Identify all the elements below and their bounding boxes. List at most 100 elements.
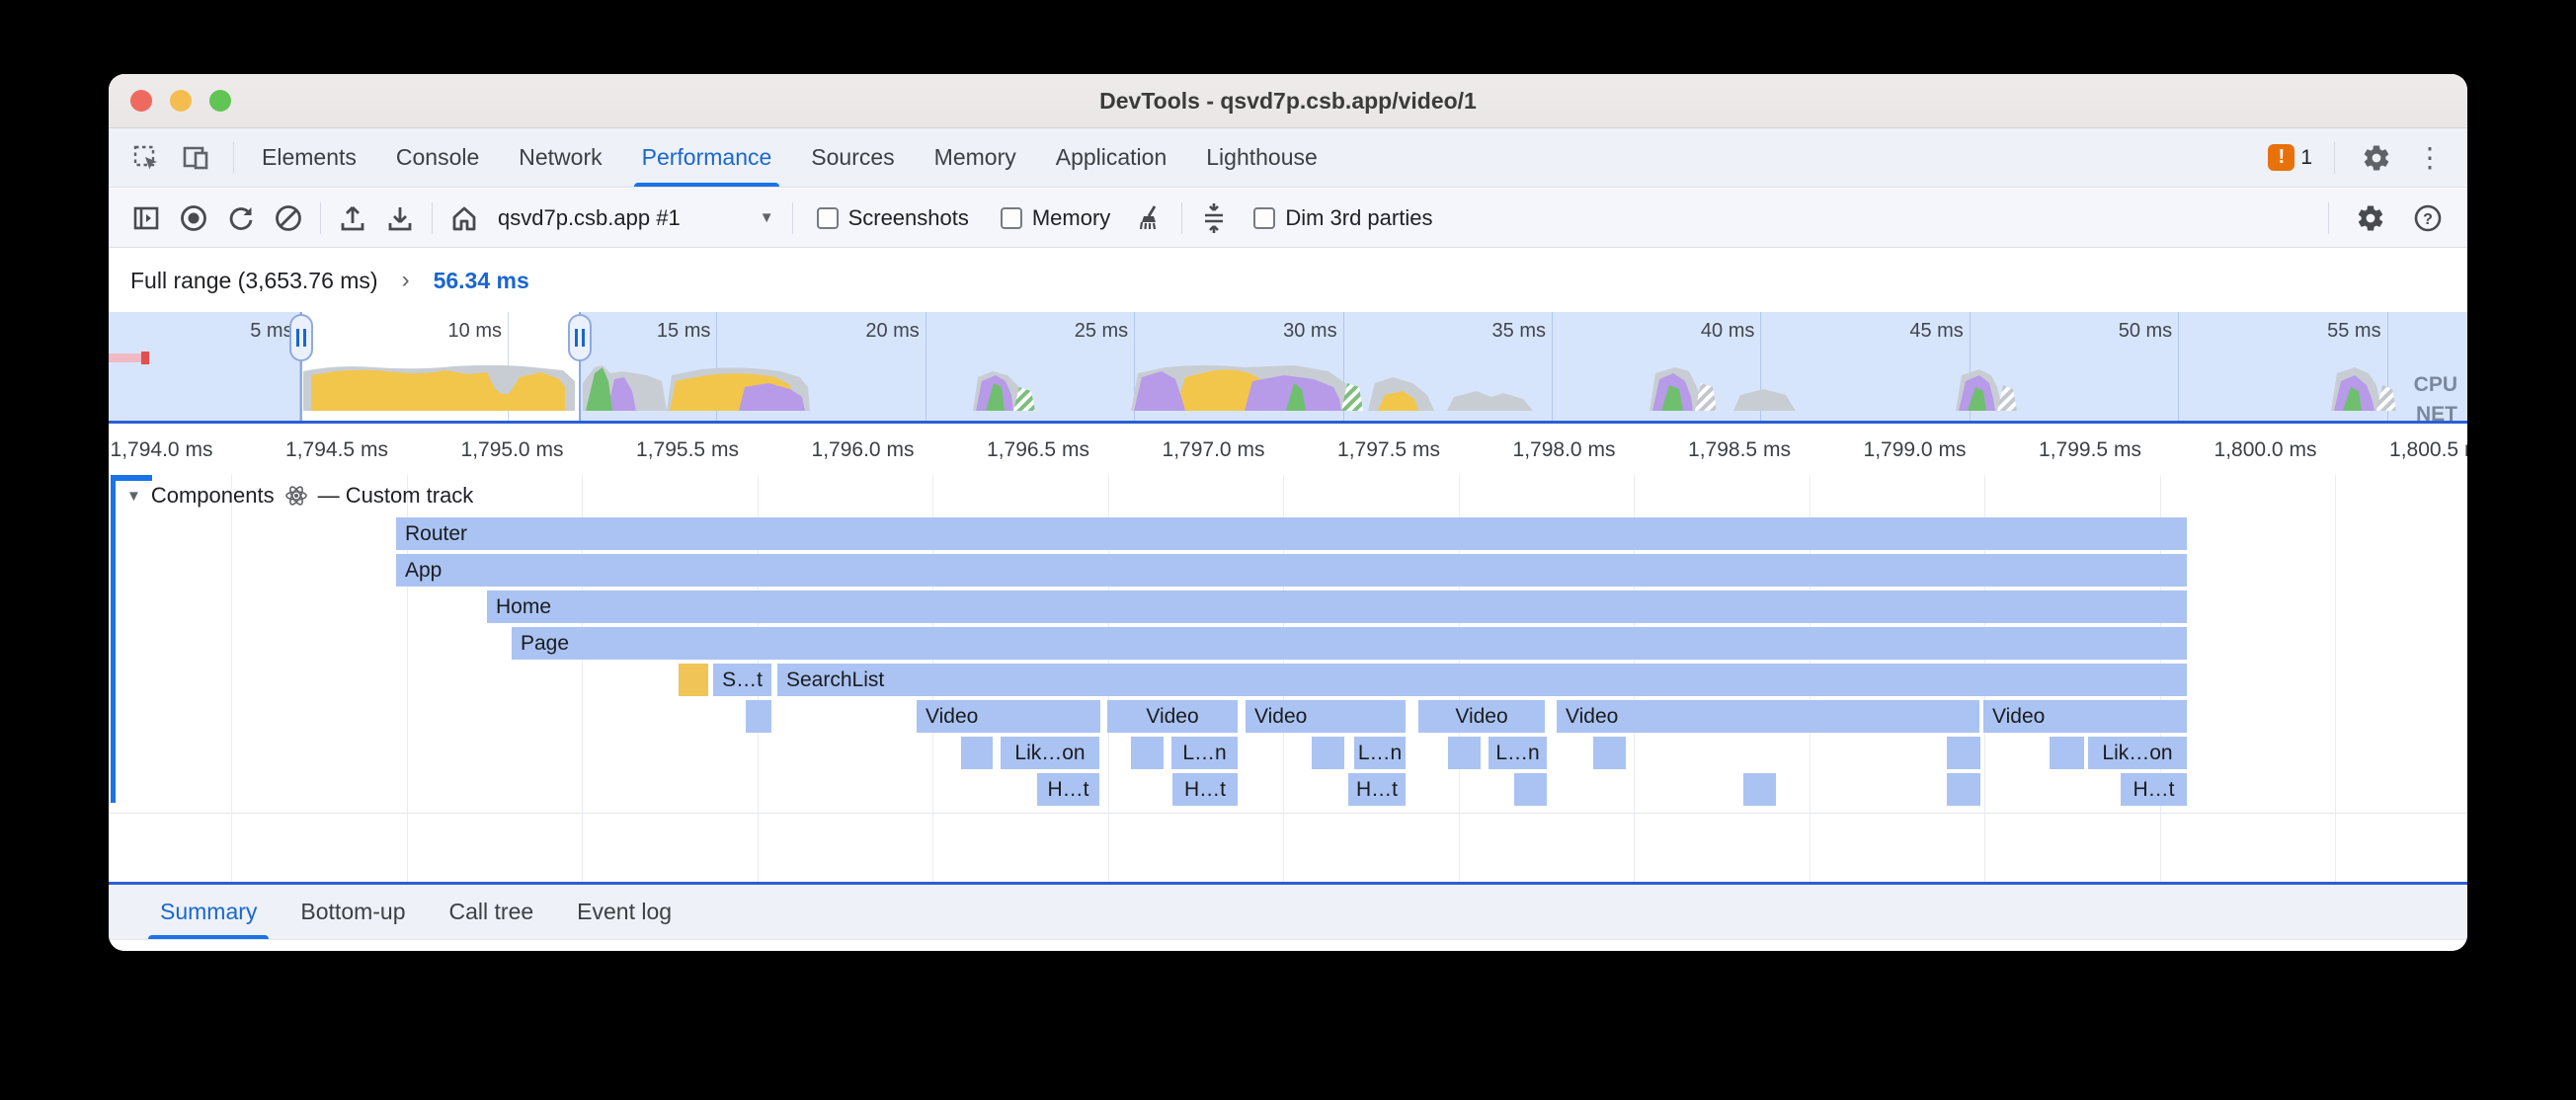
separator xyxy=(233,141,234,174)
upload-profile-icon[interactable] xyxy=(333,198,372,238)
record-icon[interactable] xyxy=(174,198,213,238)
flame-entry[interactable] xyxy=(1947,773,1980,806)
flame-entry-router[interactable]: Router xyxy=(396,517,2187,550)
selected-track-indicator xyxy=(111,475,116,803)
help-icon[interactable]: ? xyxy=(2408,198,2448,238)
ruler-label: 1,799.5 ms xyxy=(2039,438,2141,461)
ruler-label: 1,798.5 ms xyxy=(1688,438,1791,461)
flame-entry[interactable] xyxy=(1593,737,1626,769)
device-toolbar-icon[interactable] xyxy=(176,138,215,178)
separator xyxy=(791,201,793,234)
overview-tick-label: 30 ms xyxy=(1283,320,1337,342)
minimize-button[interactable] xyxy=(170,90,192,112)
separator xyxy=(2334,141,2335,174)
flame-entry-ht[interactable]: H…t xyxy=(1037,773,1099,806)
overview-gridline xyxy=(298,312,300,421)
flame-chart[interactable]: ▼ Components — Custom track Router App Hom… xyxy=(109,475,2467,882)
flame-entry-likon[interactable]: Lik…on xyxy=(1001,737,1099,769)
active-tab-underline xyxy=(633,183,780,187)
breadcrumb-selected-range[interactable]: 56.34 ms xyxy=(433,267,529,293)
toggle-sidebar-icon[interactable] xyxy=(126,198,166,238)
cpu-lane-label: CPU xyxy=(2413,373,2457,396)
flame-entry-video[interactable]: Video xyxy=(1418,700,1545,733)
flame-entry[interactable] xyxy=(1514,773,1547,806)
settings-gear-icon[interactable] xyxy=(2357,138,2396,178)
flame-entry[interactable] xyxy=(1312,737,1344,769)
zoom-button[interactable] xyxy=(209,90,231,112)
tab-lighthouse[interactable]: Lighthouse xyxy=(1206,144,1318,170)
screenshots-checkbox[interactable]: Screenshots xyxy=(816,204,969,231)
flame-entry[interactable] xyxy=(1448,737,1481,769)
tab-sources[interactable]: Sources xyxy=(811,144,895,170)
download-profile-icon[interactable] xyxy=(380,198,420,238)
separator xyxy=(432,201,433,234)
flame-entry-video[interactable]: Video xyxy=(1557,700,1979,733)
bottom-tab-call-tree[interactable]: Call tree xyxy=(448,899,534,924)
bottom-tabbar: Summary Bottom-up Call tree Event log xyxy=(109,885,2467,940)
bottom-tab-bottom-up[interactable]: Bottom-up xyxy=(300,899,406,924)
timeline-overview[interactable]: 5 ms 10 ms 15 ms 20 ms 25 ms 30 ms 35 ms 40 ms 4… xyxy=(109,312,2467,424)
breadcrumb-full-range[interactable]: Full range (3,653.76 ms) xyxy=(130,267,378,293)
close-button[interactable] xyxy=(130,90,152,112)
flame-entry[interactable] xyxy=(1743,773,1776,806)
error-count: 1 xyxy=(2300,145,2312,169)
flame-entry-video[interactable]: Video xyxy=(1107,700,1238,733)
tab-console[interactable]: Console xyxy=(395,144,480,170)
record-and-reload-icon[interactable] xyxy=(221,198,261,238)
collapse-tracks-icon[interactable] xyxy=(1194,198,1234,238)
flame-entry-app[interactable]: App xyxy=(396,554,2187,587)
bottom-tab-event-log[interactable]: Event log xyxy=(577,899,673,924)
time-ruler: 1,794.0 ms 1,794.5 ms 1,795.0 ms 1,795.5 ms… xyxy=(109,427,2467,475)
capture-settings-gear-icon[interactable] xyxy=(2351,198,2390,238)
flame-entry[interactable] xyxy=(1131,737,1164,769)
flame-entry-ht[interactable]: H…t xyxy=(2121,773,2187,806)
flame-entry-ln[interactable]: L…n xyxy=(1354,737,1406,769)
flame-entry-ln[interactable]: L…n xyxy=(1489,737,1547,769)
perf-toolbar: qsvd7p.csb.app #1 ▼ Screenshots Memory xyxy=(109,189,2467,248)
garbage-collect-icon[interactable] xyxy=(1130,198,1169,238)
flame-entry-ht[interactable]: H…t xyxy=(1172,773,1238,806)
bottom-tab-summary[interactable]: Summary xyxy=(138,885,279,939)
flame-entry-ht[interactable]: H…t xyxy=(1348,773,1406,806)
history-dropdown[interactable]: qsvd7p.csb.app #1 ▼ xyxy=(488,205,784,231)
home-icon[interactable] xyxy=(444,198,484,238)
tab-memory[interactable]: Memory xyxy=(933,144,1016,170)
flame-entry-likon[interactable]: Lik…on xyxy=(2088,737,2187,769)
track-header[interactable]: ▼ Components — Custom track xyxy=(126,483,473,509)
flame-entry[interactable] xyxy=(2050,737,2084,769)
error-badge[interactable]: ! 1 xyxy=(2268,144,2312,171)
selection-right-handle[interactable] xyxy=(568,314,592,361)
tab-network[interactable]: Network xyxy=(519,144,603,170)
tab-performance[interactable]: Performance xyxy=(622,128,792,187)
react-atom-icon xyxy=(284,486,307,506)
inspect-element-icon[interactable] xyxy=(126,138,166,178)
flame-entry[interactable] xyxy=(746,700,771,733)
flame-entry[interactable] xyxy=(961,737,993,769)
collapse-triangle-icon[interactable]: ▼ xyxy=(126,487,141,505)
flame-entry-page[interactable]: Page xyxy=(512,627,2187,660)
flame-entry-st[interactable]: S…t xyxy=(713,664,771,696)
screenshots-label: Screenshots xyxy=(847,204,969,230)
flame-entry[interactable] xyxy=(679,664,708,696)
tab-elements[interactable]: Elements xyxy=(262,144,357,170)
memory-checkbox[interactable]: Memory xyxy=(1000,205,1110,231)
flame-entry-video[interactable]: Video xyxy=(1983,700,2187,733)
dim-3rd-parties-label: Dim 3rd parties xyxy=(1285,204,1433,230)
overview-gridline xyxy=(1134,312,1136,421)
flame-entry-video[interactable]: Video xyxy=(917,700,1100,733)
ruler-label: 1,796.5 ms xyxy=(987,438,1089,461)
ruler-label: 1,799.0 ms xyxy=(1863,438,1967,461)
flame-entry-video[interactable]: Video xyxy=(1246,700,1406,733)
flame-entry[interactable] xyxy=(1947,737,1980,769)
dim-3rd-parties-checkbox[interactable]: Dim 3rd parties xyxy=(1253,205,1432,231)
flame-entry-home[interactable]: Home xyxy=(487,590,2187,623)
panel-divider xyxy=(109,882,2467,885)
clear-icon[interactable] xyxy=(269,198,308,238)
tab-application[interactable]: Application xyxy=(1055,144,1167,170)
active-bottom-tab-underline xyxy=(148,935,270,939)
more-options-icon[interactable]: ⋮ xyxy=(2416,141,2444,173)
selection-left-handle[interactable] xyxy=(289,314,313,361)
flame-entry-searchlist[interactable]: SearchList xyxy=(777,664,2187,696)
flame-entry-ln[interactable]: L…n xyxy=(1171,737,1238,769)
